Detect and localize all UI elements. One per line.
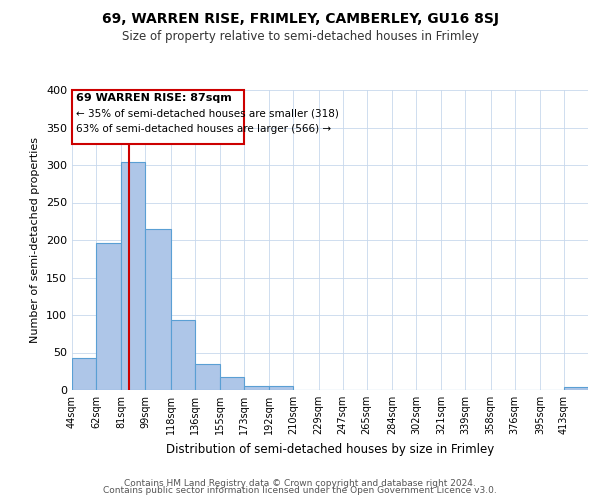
Bar (72, 358, 96, 390)
Text: 69, WARREN RISE, FRIMLEY, CAMBERLEY, GU16 8SJ: 69, WARREN RISE, FRIMLEY, CAMBERLEY, GU1… (101, 12, 499, 26)
Bar (121, 162, 145, 390)
Bar (145, 229, 170, 390)
Bar (194, 364, 220, 390)
Bar (269, 386, 293, 390)
Text: Size of property relative to semi-detached houses in Frimley: Size of property relative to semi-detach… (121, 30, 479, 43)
Bar (96, 243, 121, 390)
Text: Contains HM Land Registry data © Crown copyright and database right 2024.: Contains HM Land Registry data © Crown c… (124, 478, 476, 488)
Text: ← 35% of semi-detached houses are smaller (318): ← 35% of semi-detached houses are smalle… (76, 108, 339, 118)
Text: Contains public sector information licensed under the Open Government Licence v3: Contains public sector information licen… (103, 486, 497, 495)
Bar (170, 320, 194, 390)
Text: 69 WARREN RISE: 87sqm: 69 WARREN RISE: 87sqm (76, 93, 232, 103)
Y-axis label: Number of semi-detached properties: Number of semi-detached properties (31, 137, 40, 343)
X-axis label: Distribution of semi-detached houses by size in Frimley: Distribution of semi-detached houses by … (166, 442, 494, 456)
Text: 63% of semi-detached houses are larger (566) →: 63% of semi-detached houses are larger (… (76, 124, 331, 134)
FancyBboxPatch shape (72, 90, 244, 144)
Bar (564, 387, 588, 390)
Bar (244, 386, 269, 390)
Bar (220, 376, 244, 390)
